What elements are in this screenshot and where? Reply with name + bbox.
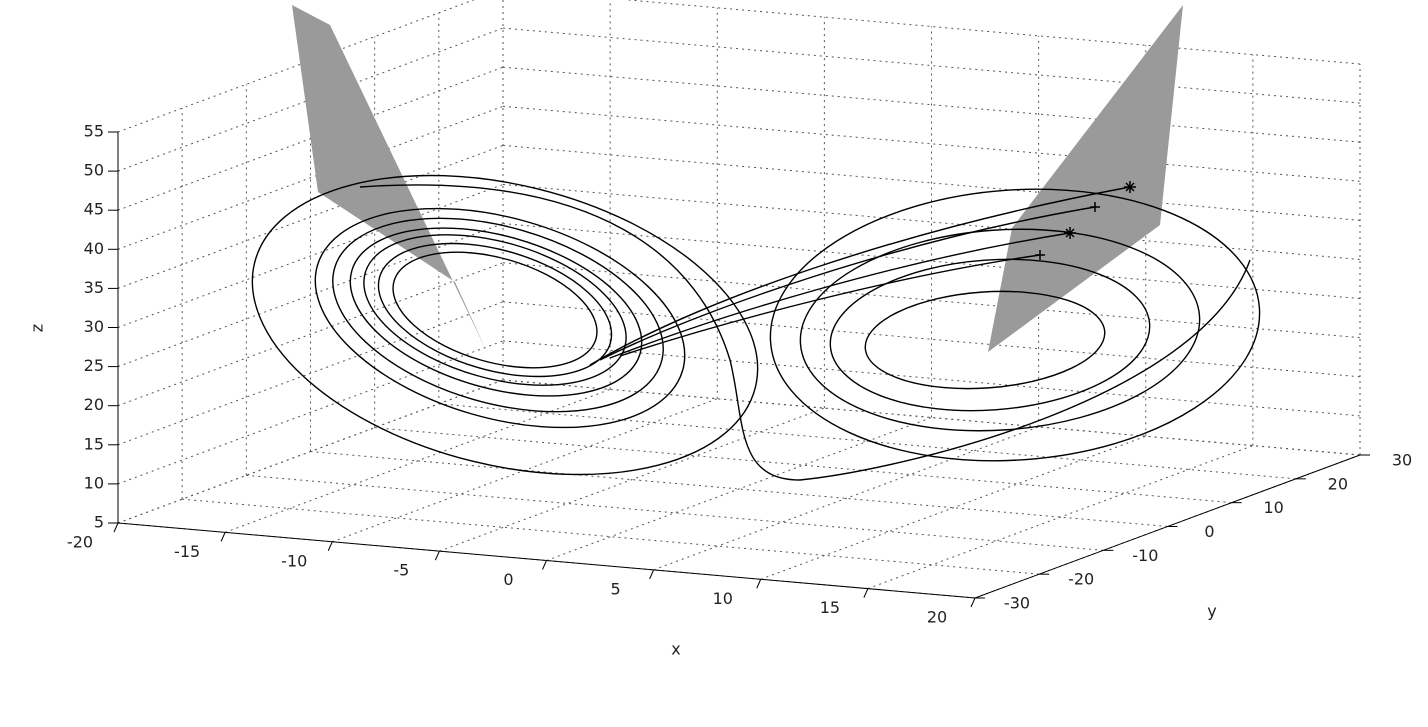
y-tick-label: 20 [1328, 474, 1348, 493]
x-tick-label: -15 [174, 542, 200, 561]
grid-line [224, 388, 611, 533]
grid-line [653, 426, 1039, 571]
orbit [589, 186, 1131, 366]
z-tick-label: 30 [84, 317, 104, 336]
y-tick-label: 0 [1204, 522, 1214, 541]
x-tick [327, 541, 333, 551]
orbit [363, 234, 627, 386]
y-axis-label: y [1207, 602, 1216, 621]
z-tick-label: 20 [84, 395, 104, 414]
grid-line [117, 105, 504, 250]
x-tick [542, 560, 547, 570]
grid-line [117, 144, 504, 289]
orbit [359, 184, 1251, 481]
x-tick [970, 597, 976, 608]
z-tick-label: 10 [84, 473, 104, 492]
grid-line [246, 474, 1104, 551]
markers [1035, 181, 1136, 260]
orbit [314, 207, 686, 429]
grid-line [438, 403, 1296, 480]
orbit [392, 251, 598, 369]
orbit [769, 188, 1261, 462]
orbit [349, 227, 643, 397]
x-tick [113, 522, 119, 533]
x-tick [649, 569, 655, 580]
grid-line [374, 427, 1232, 504]
orbit [599, 206, 1096, 361]
z-tick-label: 55 [84, 122, 104, 141]
y-tick-label: -30 [1004, 594, 1030, 613]
x-tick [220, 532, 226, 542]
z-tick-label: 5 [94, 513, 104, 532]
x-tick-label: 15 [820, 598, 840, 617]
z-tick-label: 15 [84, 434, 104, 453]
orbit [799, 228, 1201, 432]
x-tick-label: -10 [281, 551, 307, 570]
z-tick-label: 50 [84, 161, 104, 180]
grid-line [117, 66, 504, 211]
grid-line [117, 262, 504, 407]
grid-line [439, 407, 825, 552]
y-tick-label: -20 [1068, 570, 1094, 589]
grid-line [117, 223, 504, 368]
z-tick-label: 40 [84, 239, 104, 258]
orbit [619, 254, 1041, 357]
x-tick-label: 5 [611, 579, 621, 598]
grid-line [117, 379, 504, 524]
orbit [251, 174, 759, 476]
orbit [829, 258, 1151, 412]
orbit [377, 242, 613, 378]
y-tick-label: 30 [1392, 451, 1412, 470]
x-tick-label: -5 [393, 561, 409, 580]
x-tick-label: 10 [713, 589, 733, 608]
z-axis-label: z [28, 324, 47, 332]
z-tick-label: 45 [84, 200, 104, 219]
x-tick [756, 579, 762, 589]
grid-line [117, 340, 504, 485]
y-tick-label: 10 [1263, 498, 1283, 517]
orbit [332, 217, 664, 413]
grid-line [332, 398, 718, 543]
x-tick-label: 0 [503, 570, 513, 589]
x-tick-label: -20 [67, 533, 93, 552]
grid-line [760, 435, 1146, 580]
grid-line [546, 417, 932, 561]
grid-line [867, 445, 1254, 590]
x-tick [863, 588, 869, 598]
x-axis-label: x [671, 640, 680, 659]
x-tick-label: 20 [927, 608, 947, 627]
orbit [609, 232, 1071, 359]
orbit [864, 290, 1106, 390]
x-tick [434, 550, 440, 561]
y-tick-label: -10 [1132, 546, 1158, 565]
grid-line [182, 498, 1040, 575]
z-tick-label: 35 [84, 278, 104, 297]
trajectory [251, 5, 1261, 481]
right-plane [988, 5, 1183, 352]
z-tick-label: 25 [84, 356, 104, 375]
grid-line [117, 301, 504, 446]
